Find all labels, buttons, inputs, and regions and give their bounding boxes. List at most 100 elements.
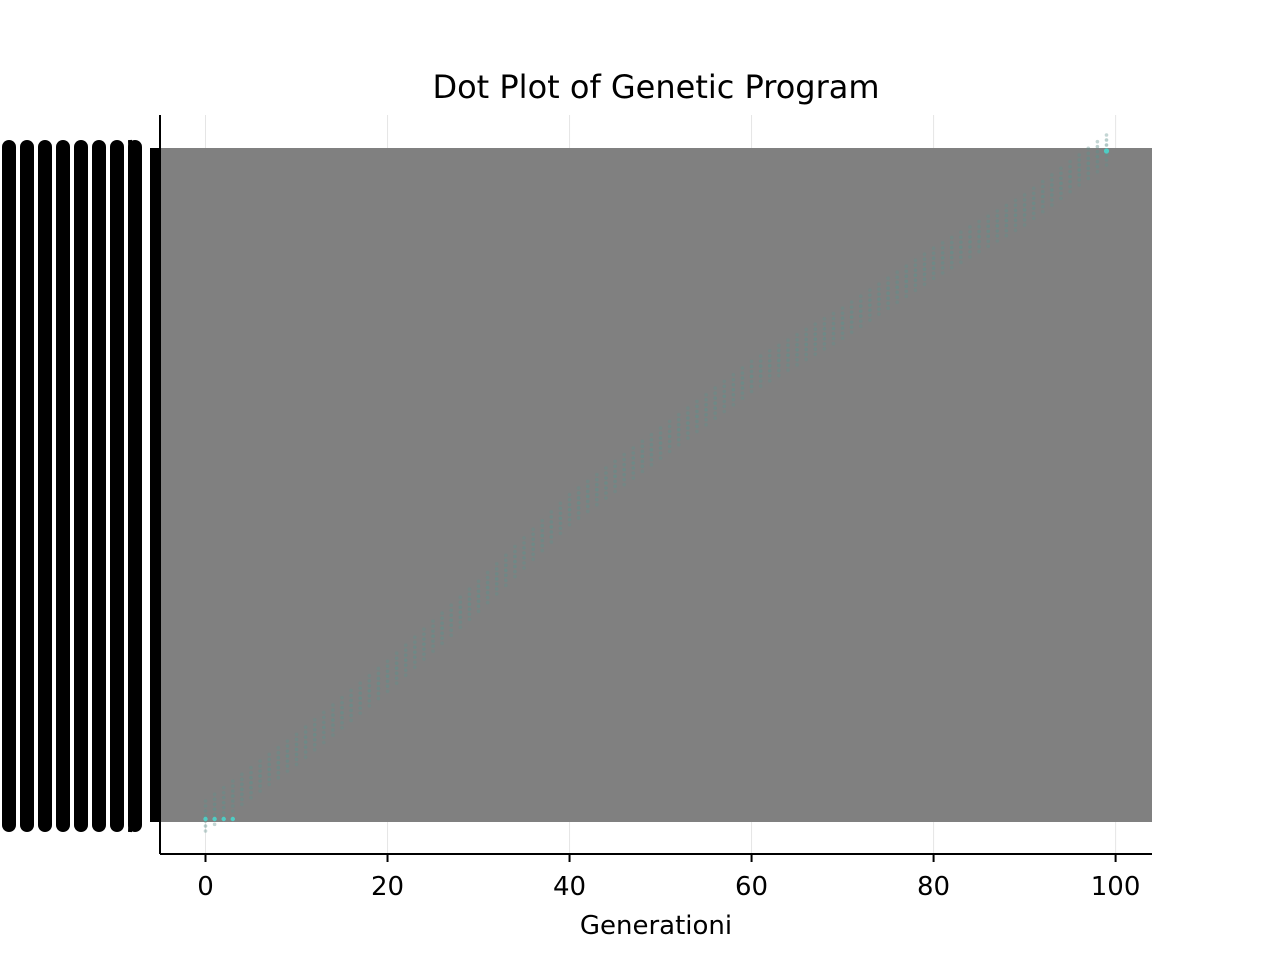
data-point [1040, 199, 1045, 204]
data-point-accent [230, 816, 236, 822]
data-point [567, 497, 572, 502]
data-point [740, 376, 745, 380]
data-point [1059, 176, 1063, 181]
data-point [558, 526, 563, 531]
data-point [931, 266, 936, 271]
data-point [1068, 169, 1072, 174]
data-point [576, 506, 581, 510]
data-point [740, 386, 745, 390]
data-point [649, 462, 654, 467]
data-point [285, 739, 290, 743]
data-point [595, 492, 599, 497]
data-point [613, 479, 617, 484]
data-point [431, 624, 435, 628]
data-point [212, 792, 217, 797]
data-point [767, 353, 772, 358]
data-point [949, 265, 954, 270]
data-point [1004, 203, 1009, 208]
data-point [777, 363, 781, 368]
data-point [276, 770, 281, 775]
data-point [886, 276, 890, 280]
data-point [276, 775, 281, 780]
data-point [604, 491, 608, 495]
data-point [758, 364, 763, 368]
data-point [904, 279, 909, 284]
data-point [1104, 163, 1109, 167]
data-point [622, 467, 626, 472]
data-point [522, 551, 526, 555]
data-point [940, 261, 945, 265]
data-point [922, 272, 927, 277]
data-point [695, 429, 699, 434]
data-point [558, 511, 563, 516]
data-point [312, 747, 317, 752]
data-point [513, 574, 517, 579]
data-point [413, 645, 417, 649]
data-point [849, 310, 854, 314]
data-point [831, 341, 836, 346]
data-point [258, 784, 262, 788]
y-tick-label-mass [20, 140, 34, 832]
data-point [1059, 186, 1063, 191]
data-point [913, 288, 918, 293]
data-point [949, 250, 954, 255]
data-point [267, 767, 272, 772]
data-point [640, 469, 645, 474]
data-point [349, 698, 353, 703]
data-point [795, 343, 799, 347]
data-point [704, 422, 708, 427]
data-point [931, 256, 936, 261]
data-point [476, 599, 481, 604]
data-point [849, 330, 854, 334]
data-point [686, 436, 690, 440]
data-point [895, 275, 899, 279]
data-point [840, 311, 845, 315]
data-point [667, 424, 672, 429]
data-point [886, 291, 890, 295]
data-point [294, 732, 299, 737]
data-point [822, 327, 827, 331]
data-point [494, 582, 499, 586]
data-point [531, 552, 535, 557]
data-point [458, 610, 463, 615]
data-point [403, 663, 408, 667]
data-point [886, 296, 890, 300]
data-point [549, 540, 554, 544]
data-point [576, 496, 581, 500]
data-point [567, 512, 572, 517]
data-point [394, 656, 399, 660]
data-point [804, 347, 808, 352]
data-point [1095, 139, 1100, 144]
data-point [831, 336, 836, 341]
data-point [704, 407, 708, 412]
data-point [849, 315, 854, 319]
data-point [786, 353, 790, 357]
data-point [1068, 179, 1072, 184]
data-point [1004, 228, 1009, 233]
data-point [913, 258, 918, 263]
data-point [904, 294, 909, 299]
data-point [940, 246, 945, 250]
data-point [1086, 176, 1091, 181]
data-point [786, 363, 790, 367]
data-point [686, 421, 690, 425]
data-point [221, 805, 226, 810]
data-point [922, 267, 927, 272]
data-point [877, 287, 881, 291]
data-point [476, 589, 481, 594]
data-point [895, 270, 899, 274]
data-point [968, 255, 972, 259]
data-point [886, 281, 890, 285]
data-point [249, 765, 253, 770]
data-point [676, 427, 681, 432]
data-point [504, 583, 508, 588]
data-point [786, 368, 790, 372]
data-point [904, 284, 909, 289]
data-point [231, 799, 235, 803]
data-point [240, 777, 244, 782]
data-point [940, 256, 945, 260]
data-point [240, 782, 244, 787]
data-point [959, 240, 963, 245]
data-point [240, 792, 244, 797]
data-point [995, 239, 1000, 243]
